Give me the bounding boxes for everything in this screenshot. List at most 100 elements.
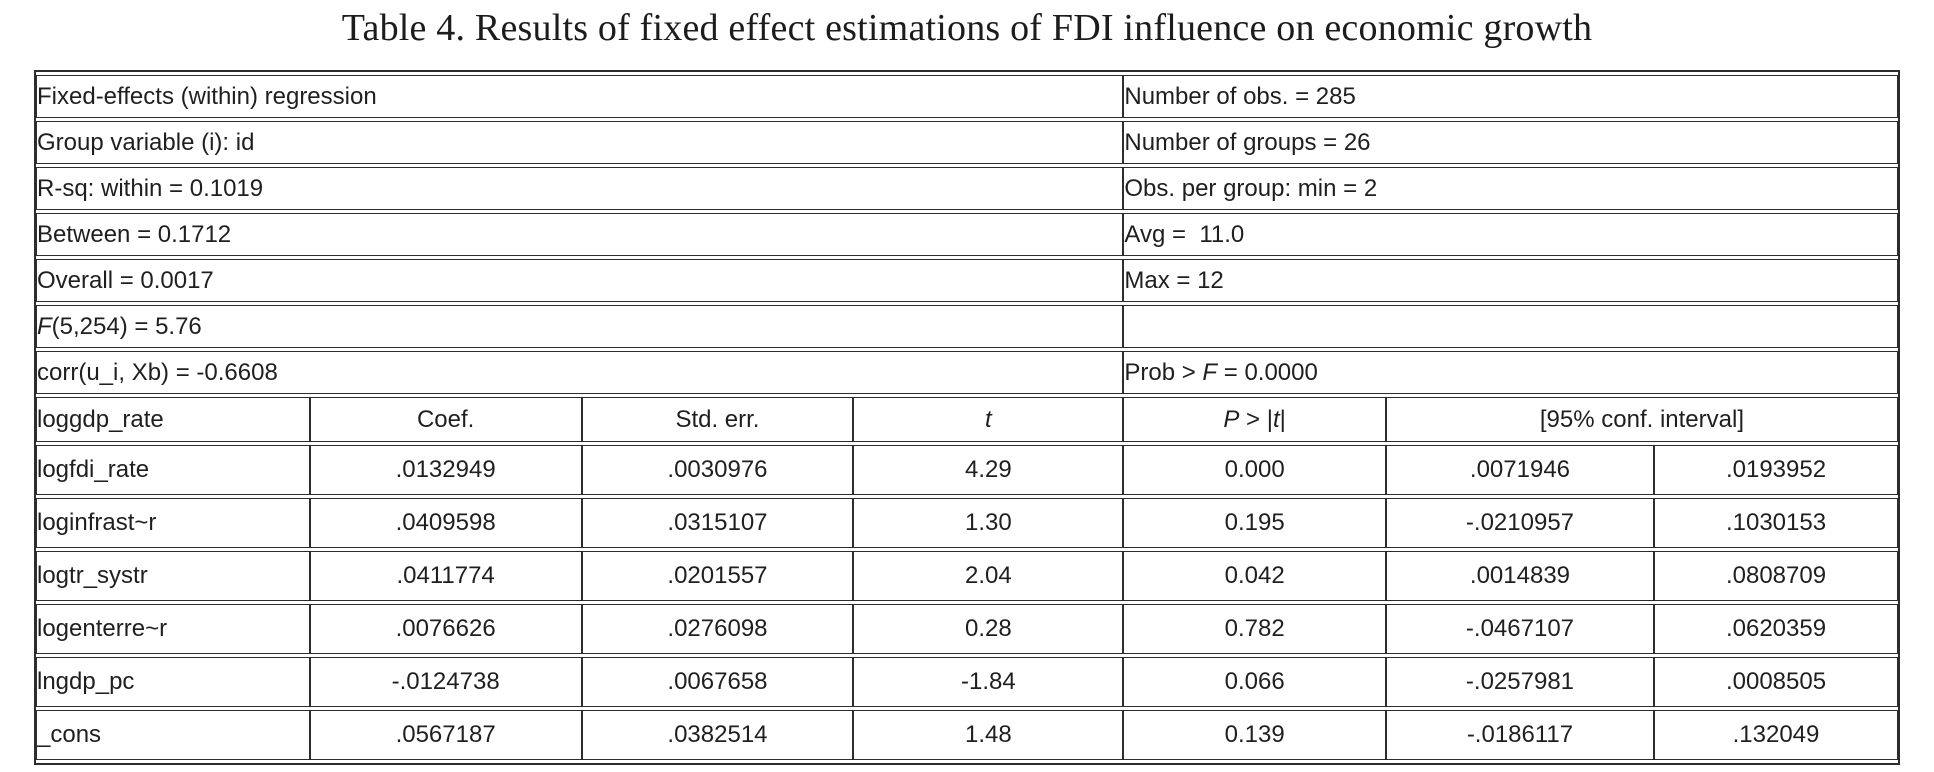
cell-coef: .0132949 <box>309 445 582 495</box>
summary-right-number-of-groups: Number of groups = 26 <box>1123 121 1898 164</box>
cell-variable: _cons <box>36 710 310 760</box>
regression-table: Fixed-effects (within) regression Number… <box>34 70 1900 765</box>
summary-left-corr: corr(u_i, Xb) = -0.6608 <box>36 351 1124 394</box>
table-row-logfdi-rate: logfdi_rate .0132949 .0030976 4.29 0.000… <box>36 445 1898 495</box>
cell-variable: logtr_systr <box>36 551 310 601</box>
summary-row-between: Between = 0.1712 Avg = 11.0 <box>36 213 1898 256</box>
header-row: loggdp_rate Coef. Std. err. t P > |t| [9… <box>36 397 1898 442</box>
cell-pvalue: 0.139 <box>1123 710 1386 760</box>
cell-t: 2.04 <box>853 551 1124 601</box>
cell-stderr: .0276098 <box>581 604 854 654</box>
summary-right-avg: Avg = 11.0 <box>1123 213 1898 256</box>
header-cell-conf-interval: [95% conf. interval] <box>1385 397 1898 442</box>
header-cell-pvalue: P > |t| <box>1123 397 1386 442</box>
summary-left-rsq-between: Between = 0.1712 <box>36 213 1124 256</box>
cell-pvalue: 0.042 <box>1123 551 1386 601</box>
summary-left-rsq-within: R-sq: within = 0.1019 <box>36 167 1124 210</box>
cell-ci-high: .1030153 <box>1654 498 1898 548</box>
summary-left-regression-type: Fixed-effects (within) regression <box>36 75 1124 118</box>
summary-left-group-variable: Group variable (i): id <box>36 121 1124 164</box>
summary-row-groups: Group variable (i): id Number of groups … <box>36 121 1898 164</box>
cell-coef: .0411774 <box>309 551 582 601</box>
cell-ci-high: .0808709 <box>1654 551 1898 601</box>
cell-t: 0.28 <box>853 604 1124 654</box>
summary-left-rsq-overall: Overall = 0.0017 <box>36 259 1124 302</box>
cell-variable: lngdp_pc <box>36 657 310 707</box>
summary-left-f-statistic: F(5,254) = 5.76 <box>36 305 1124 348</box>
cell-variable: logfdi_rate <box>36 445 310 495</box>
header-cell-stderr: Std. err. <box>581 397 854 442</box>
cell-stderr: .0030976 <box>581 445 854 495</box>
cell-ci-high: .0193952 <box>1654 445 1898 495</box>
table-row-loginfrast: loginfrast~r .0409598 .0315107 1.30 0.19… <box>36 498 1898 548</box>
f-symbol: F <box>37 312 52 340</box>
summary-right-obs-per-group-min: Obs. per group: min = 2 <box>1123 167 1898 210</box>
summary-right-prob-f: Prob > F = 0.0000 <box>1123 351 1898 394</box>
summary-text: Group variable (i): id <box>37 128 255 156</box>
cell-variable: logenterre~r <box>36 604 310 654</box>
summary-text: Number of obs. = 285 <box>1124 82 1356 110</box>
p-symbol: P <box>1223 405 1240 433</box>
t-symbol: t <box>1272 405 1280 433</box>
summary-row-overall: Overall = 0.0017 Max = 12 <box>36 259 1898 302</box>
cell-t: 1.48 <box>853 710 1124 760</box>
cell-coef: -.0124738 <box>309 657 582 707</box>
f-symbol: F <box>1202 358 1218 386</box>
cell-coef: .0567187 <box>309 710 582 760</box>
summary-text: Obs. per group: min = 2 <box>1124 174 1378 202</box>
cell-coef: .0409598 <box>309 498 582 548</box>
cell-ci-high: .132049 <box>1654 710 1898 760</box>
cell-ci-low: -.0257981 <box>1385 657 1655 707</box>
summary-row-obs: Fixed-effects (within) regression Number… <box>36 75 1898 118</box>
cell-pvalue: 0.066 <box>1123 657 1386 707</box>
table-row-cons: _cons .0567187 .0382514 1.48 0.139 -.018… <box>36 710 1898 760</box>
cell-stderr: .0382514 <box>581 710 854 760</box>
summary-text: Number of groups = 26 <box>1124 128 1371 156</box>
cell-variable: loginfrast~r <box>36 498 310 548</box>
cell-pvalue: 0.000 <box>1123 445 1386 495</box>
cell-pvalue: 0.782 <box>1123 604 1386 654</box>
table-row-logtr-systr: logtr_systr .0411774 .0201557 2.04 0.042… <box>36 551 1898 601</box>
cell-ci-high: .0620359 <box>1654 604 1898 654</box>
header-cell-t: t <box>853 397 1124 442</box>
header-cell-depvar: loggdp_rate <box>36 397 310 442</box>
summary-row-fstat: F(5,254) = 5.76 <box>36 305 1898 348</box>
header-text: > | <box>1239 405 1273 433</box>
summary-text: Max = 12 <box>1124 266 1224 294</box>
cell-t: -1.84 <box>853 657 1124 707</box>
cell-pvalue: 0.195 <box>1123 498 1386 548</box>
summary-text: (5,254) = 5.76 <box>51 312 202 340</box>
table-row-logenterre: logenterre~r .0076626 .0276098 0.28 0.78… <box>36 604 1898 654</box>
summary-right-empty <box>1123 305 1898 348</box>
cell-t: 4.29 <box>853 445 1124 495</box>
summary-text: Between = 0.1712 <box>37 220 232 248</box>
summary-text: R-sq: within = 0.1019 <box>37 174 264 202</box>
cell-stderr: .0201557 <box>581 551 854 601</box>
cell-ci-high: .0008505 <box>1654 657 1898 707</box>
cell-ci-low: -.0186117 <box>1385 710 1655 760</box>
header-text: | <box>1279 405 1286 433</box>
table-caption: Table 4. Results of fixed effect estimat… <box>341 7 1593 49</box>
cell-ci-low: -.0210957 <box>1385 498 1655 548</box>
cell-ci-low: .0014839 <box>1385 551 1655 601</box>
cell-t: 1.30 <box>853 498 1124 548</box>
summary-text: Prob > <box>1124 358 1203 386</box>
summary-text: Avg = 11.0 <box>1124 220 1245 248</box>
cell-ci-low: -.0467107 <box>1385 604 1655 654</box>
summary-text: Overall = 0.0017 <box>37 266 214 294</box>
header-cell-coef: Coef. <box>309 397 582 442</box>
cell-stderr: .0315107 <box>581 498 854 548</box>
cell-coef: .0076626 <box>309 604 582 654</box>
table-row-lngdp-pc: lngdp_pc -.0124738 .0067658 -1.84 0.066 … <box>36 657 1898 707</box>
summary-right-number-of-obs: Number of obs. = 285 <box>1123 75 1898 118</box>
summary-text: = 0.0000 <box>1217 358 1318 386</box>
summary-text: Fixed-effects (within) regression <box>37 82 377 110</box>
summary-row-rsq-within: R-sq: within = 0.1019 Obs. per group: mi… <box>36 167 1898 210</box>
summary-row-corr: corr(u_i, Xb) = -0.6608 Prob > F = 0.000… <box>36 351 1898 394</box>
cell-stderr: .0067658 <box>581 657 854 707</box>
t-symbol: t <box>985 405 992 433</box>
cell-ci-low: .0071946 <box>1385 445 1655 495</box>
summary-right-max: Max = 12 <box>1123 259 1898 302</box>
summary-text: corr(u_i, Xb) = -0.6608 <box>37 358 278 386</box>
